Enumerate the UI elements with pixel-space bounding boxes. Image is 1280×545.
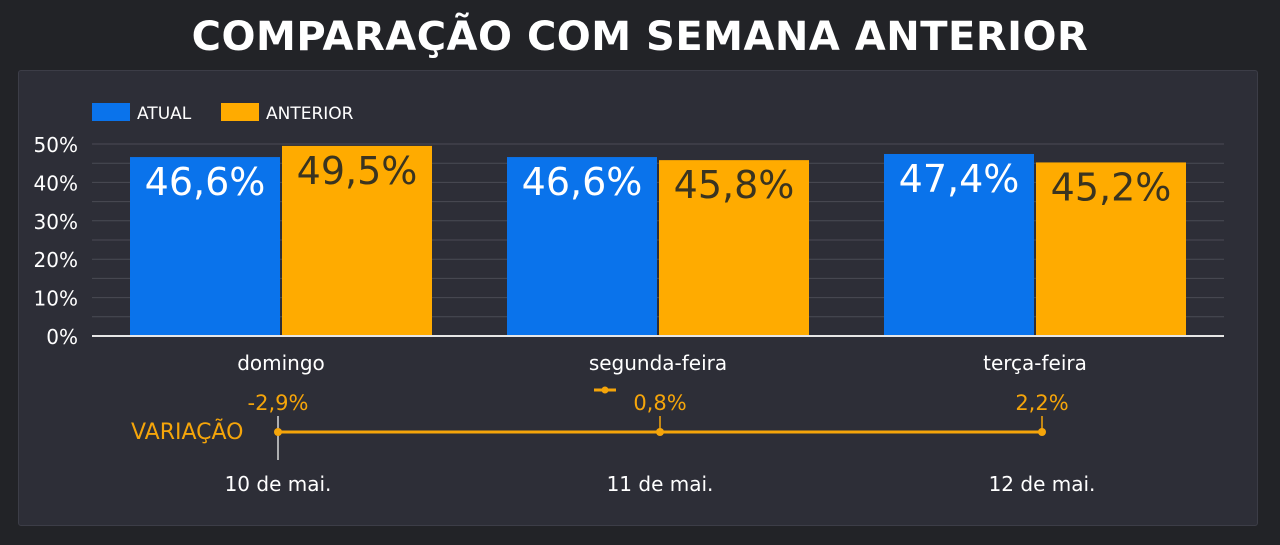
grid-lines <box>92 143 1224 318</box>
x-category-label: segunda-feira <box>589 351 727 375</box>
bar-data-label: 47,4% <box>899 157 1020 201</box>
x-category-label: terça-feira <box>983 351 1087 375</box>
axes-group: 0% 10% 20% 30% 40% 50% domingo segunda-feira ter… <box>34 133 1224 375</box>
bar-atual <box>130 157 280 336</box>
bars-group: 46,6% 49,5% 46,6% 45,8% 47,4% 45,2% <box>130 145 1186 336</box>
bar-anterior <box>659 160 809 336</box>
bar-data-label: 49,5% <box>297 149 418 193</box>
variation-group: -2,9% 10 de mai. 0,8% 11 de mai. 2,2% 12 de m… <box>131 386 1096 496</box>
variation-point <box>274 428 282 436</box>
bar-atual <box>884 153 1034 336</box>
bar-data-label: 45,2% <box>1051 165 1172 209</box>
variation-data-label: 0,8% <box>633 391 686 415</box>
y-tick-label: 40% <box>34 171 78 195</box>
variation-data-label: 2,2% <box>1015 391 1068 415</box>
legend-label: ANTERIOR <box>266 104 354 124</box>
bar-data-label: 46,6% <box>145 160 266 204</box>
bar-data-label: 46,6% <box>522 160 643 204</box>
date-label: 10 de mai. <box>225 472 332 496</box>
bar-anterior <box>1036 162 1186 336</box>
legend: ATUAL ANTERIOR <box>92 103 354 124</box>
legend-swatch <box>221 103 259 121</box>
y-tick-label: 10% <box>34 287 78 311</box>
bar-atual <box>507 157 657 336</box>
date-label: 11 de mai. <box>607 472 714 496</box>
y-tick-label: 50% <box>34 133 78 157</box>
x-category-label: domingo <box>237 351 325 375</box>
bar-data-label: 45,8% <box>674 163 795 207</box>
legend-label: ATUAL <box>137 104 192 124</box>
variation-series-label: VARIAÇÃO <box>131 418 243 445</box>
y-tick-label: 30% <box>34 210 78 234</box>
variation-point <box>1038 428 1046 436</box>
y-tick-label: 0% <box>46 325 78 349</box>
variation-data-label: -2,9% <box>248 391 309 415</box>
date-label: 12 de mai. <box>989 472 1096 496</box>
variation-legend-dot <box>601 386 609 394</box>
bar-anterior <box>282 145 432 336</box>
variation-point <box>656 428 664 436</box>
y-tick-label: 20% <box>34 248 78 272</box>
legend-swatch <box>92 103 130 121</box>
chart-title: COMPARAÇÃO COM SEMANA ANTERIOR <box>191 14 1089 60</box>
